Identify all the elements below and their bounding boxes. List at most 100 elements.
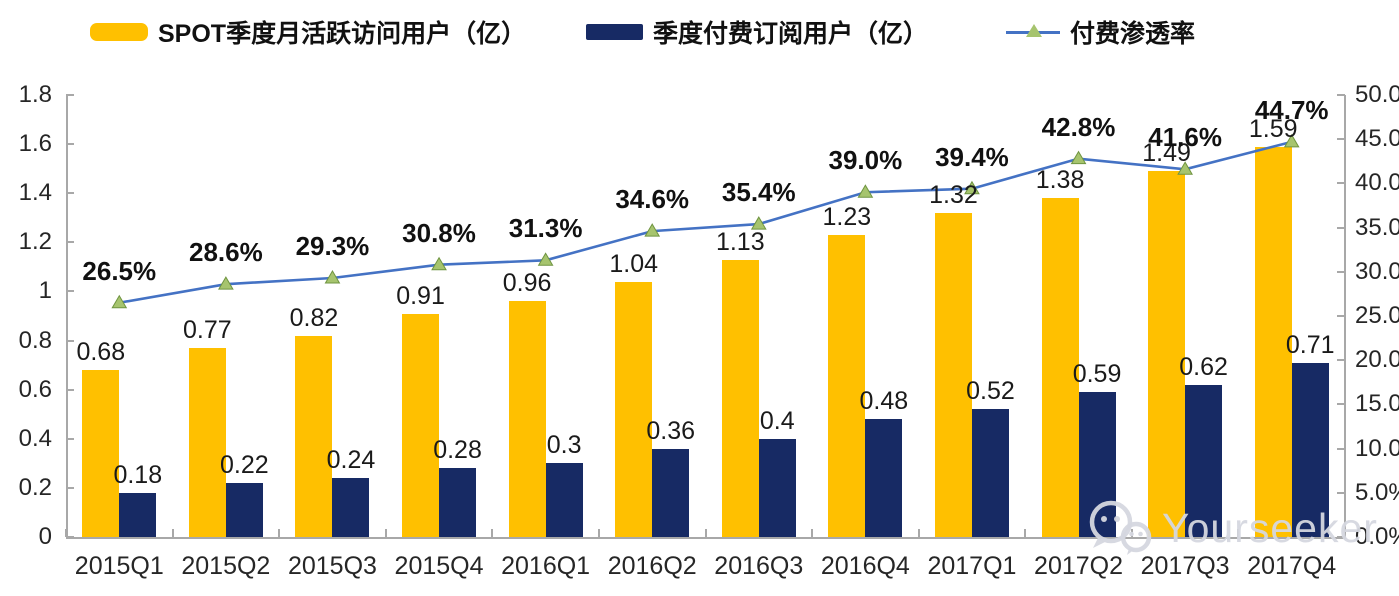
subs-value-label: 0.36: [646, 416, 696, 445]
mau-value-label: 0.96: [502, 269, 552, 298]
mau-bar: [402, 313, 440, 537]
x-axis-tick: [1344, 529, 1346, 537]
y-axis-right-tick: [1337, 359, 1345, 362]
mau-value-label: 0.77: [183, 315, 232, 344]
y-axis-right-tick: [1337, 182, 1345, 185]
subs-value-label: 0.18: [113, 460, 163, 489]
y-axis-left-tick-label: 0.8: [18, 326, 52, 354]
x-axis-label: 2017Q3: [1140, 552, 1230, 580]
y-axis-right-tick: [1337, 94, 1345, 96]
penetration-marker: [324, 269, 341, 284]
subs-value-label: 0.22: [220, 450, 269, 479]
x-axis-label: 2017Q2: [1034, 552, 1124, 580]
subs-value-label: 0.48: [859, 387, 909, 416]
x-axis-label: 2017Q4: [1247, 552, 1337, 580]
y-axis-right: [1344, 95, 1346, 539]
penetration-value-label: 41.6%: [1148, 122, 1222, 153]
subs-bar: [225, 482, 263, 537]
subs-bar: [332, 478, 370, 537]
subs-legend-label: 季度付费订阅用户（亿）: [653, 20, 929, 48]
penetration-value-label: 35.4%: [721, 177, 796, 208]
y-axis-left-tick-label: 1.6: [18, 130, 52, 158]
x-axis-tick: [491, 529, 494, 537]
penetration-value-label: 42.8%: [1041, 111, 1116, 142]
x-axis-label: 2016Q4: [820, 552, 910, 580]
subs-value-label: 0.59: [1072, 360, 1122, 389]
penetration-marker: [537, 252, 554, 266]
y-axis-right-tick-label: 5.0%: [1355, 478, 1399, 506]
penetration-value-label: 28.6%: [189, 237, 263, 268]
y-axis-right-tick-label: 30.0%: [1355, 257, 1399, 285]
subs-value-label: 0.71: [1285, 330, 1335, 359]
penetration-marker: [218, 276, 234, 290]
y-axis-right-tick: [1337, 447, 1345, 450]
subs-bar: [545, 463, 583, 537]
y-axis-left-tick: [66, 388, 74, 391]
x-axis-label: 2015Q4: [394, 552, 484, 580]
mau-bar: [295, 335, 333, 537]
y-axis-right-tick-label: 40.0%: [1355, 169, 1399, 197]
y-axis-left-tick-label: 0: [38, 523, 52, 550]
y-axis-left-tick: [66, 290, 74, 293]
y-axis-left-tick: [66, 241, 74, 244]
y-axis-left-tick: [66, 486, 74, 489]
y-axis-left-tick: [66, 192, 74, 195]
mau-value-label: 0.82: [289, 303, 339, 332]
y-axis-right-tick: [1337, 315, 1345, 317]
x-axis-tick: [1024, 529, 1027, 537]
x-axis-label: 2017Q1: [927, 552, 1017, 580]
mau-bar: [721, 259, 759, 537]
mau-value-label: 1.04: [609, 249, 659, 278]
y-axis-left-tick-label: 1: [38, 277, 52, 305]
y-axis-left-tick-label: 0.4: [18, 424, 52, 452]
x-axis-tick: [811, 529, 814, 537]
penetration-value-label: 29.3%: [295, 230, 370, 261]
penetration-value-label: 30.8%: [402, 217, 476, 248]
x-axis-label: 2015Q2: [181, 552, 271, 580]
subs-value-label: 0.28: [433, 436, 482, 465]
mau-bar: [934, 212, 972, 537]
mau-bar: [82, 370, 120, 537]
mau-bar: [188, 347, 226, 537]
mau-value-label: 1.23: [822, 202, 872, 231]
y-axis-right-tick-label: 15.0%: [1355, 390, 1399, 418]
x-axis-tick: [65, 529, 67, 537]
x-axis-label: 2016Q1: [501, 552, 591, 580]
y-axis-left-tick-label: 0.2: [18, 473, 52, 501]
subs-bar: [1291, 362, 1329, 537]
legend-item-subs: 季度付费订阅用户（亿）: [586, 14, 928, 50]
penetration-marker: [1070, 150, 1087, 165]
x-axis-label: 2015Q3: [287, 552, 377, 580]
mau-value-label: 0.68: [76, 338, 126, 367]
subs-value-label: 0.3: [546, 431, 582, 460]
x-axis: [66, 537, 1345, 539]
penetration-marker: [644, 223, 661, 237]
subs-bar: [1185, 384, 1223, 537]
y-axis-left-tick-label: 1.8: [18, 81, 52, 108]
y-axis-right-tick-label: 35.0%: [1355, 213, 1399, 241]
subs-bar: [758, 438, 796, 537]
y-axis-right-tick: [1337, 403, 1345, 406]
mau-legend-label: SPOT季度月活跃访问用户（亿）: [158, 20, 527, 48]
legend-item-penetration: 付费渗透率: [1006, 14, 1195, 50]
x-axis-tick: [704, 529, 707, 537]
y-axis-left-tick: [66, 437, 74, 440]
y-axis-left-tick-label: 0.6: [18, 375, 52, 403]
y-axis-right-tick-label: 50.0%: [1355, 81, 1399, 108]
x-axis-tick: [278, 529, 281, 537]
y-axis-left-tick: [66, 143, 74, 146]
y-axis-right-tick-label: 10.0%: [1355, 434, 1399, 462]
mau-bar: [508, 301, 546, 537]
x-axis-label: 2015Q1: [74, 552, 164, 580]
x-axis-label: 2016Q3: [714, 552, 804, 580]
x-axis-tick: [597, 529, 600, 537]
subs-bar: [971, 409, 1009, 537]
subs-value-label: 0.24: [326, 446, 376, 475]
penetration-value-label: 39.0%: [828, 145, 903, 176]
legend-item-mau: SPOT季度月活跃访问用户（亿）: [90, 14, 526, 50]
y-axis-right-tick-label: 25.0%: [1355, 302, 1399, 329]
subs-bar: [119, 492, 157, 537]
watermark-text: Yourseeker: [1162, 504, 1378, 551]
x-axis-tick: [1237, 529, 1240, 537]
